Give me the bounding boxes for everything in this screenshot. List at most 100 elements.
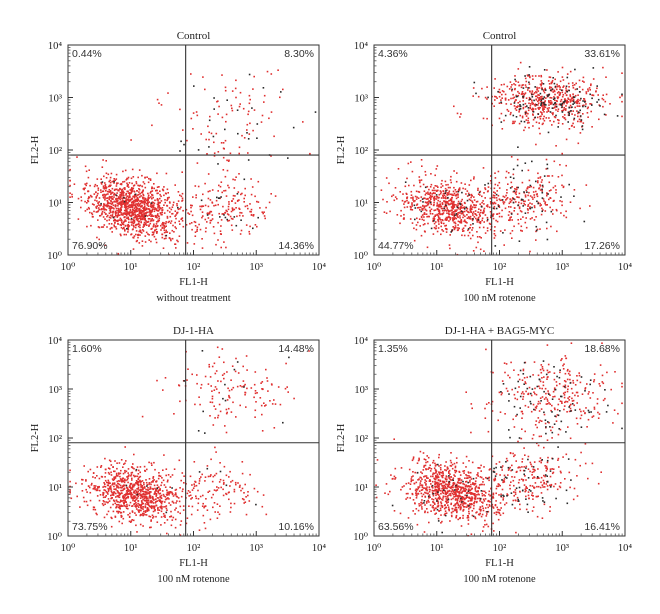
event-point — [194, 481, 197, 483]
event-point — [287, 157, 289, 159]
event-point — [504, 97, 507, 100]
event-point — [439, 206, 441, 208]
event-point — [560, 196, 562, 198]
event-point — [476, 236, 479, 238]
event-point — [115, 212, 117, 214]
event-point — [120, 192, 123, 195]
event-point — [245, 406, 247, 408]
event-point — [564, 92, 567, 94]
event-point — [162, 493, 165, 496]
event-point — [544, 100, 546, 102]
event-point — [102, 486, 104, 488]
event-point — [223, 241, 225, 243]
event-point — [254, 195, 256, 198]
event-point — [130, 520, 133, 522]
event-point — [517, 102, 519, 104]
event-point — [132, 211, 134, 214]
event-point — [440, 475, 443, 477]
event-point — [123, 494, 126, 496]
event-point — [541, 123, 544, 126]
event-point — [218, 481, 221, 483]
event-point — [539, 184, 541, 186]
event-point — [500, 99, 502, 101]
event-point — [118, 496, 121, 499]
event-point — [162, 247, 165, 249]
event-point — [140, 202, 142, 205]
event-point — [493, 530, 495, 532]
event-point — [111, 227, 113, 229]
event-point — [222, 205, 224, 208]
event-point — [495, 96, 497, 98]
event-point — [248, 500, 251, 502]
event-point — [128, 221, 130, 224]
event-point — [96, 205, 98, 207]
event-point — [457, 220, 460, 223]
event-point — [115, 178, 118, 180]
event-point — [160, 195, 162, 198]
event-point — [216, 517, 219, 519]
event-point — [250, 178, 252, 180]
event-point — [146, 491, 148, 493]
event-point — [125, 207, 127, 210]
event-point — [137, 478, 139, 481]
event-point — [239, 484, 241, 487]
event-point — [441, 207, 444, 210]
event-point — [260, 382, 262, 384]
event-point — [249, 122, 251, 125]
event-point — [439, 203, 441, 205]
event-point — [122, 214, 124, 216]
event-point — [138, 191, 140, 193]
event-point — [257, 216, 259, 219]
event-point — [598, 118, 600, 121]
event-point — [410, 190, 413, 193]
event-point — [513, 102, 516, 104]
event-point — [166, 215, 169, 218]
event-point — [70, 497, 73, 500]
event-point — [103, 193, 105, 196]
event-point — [127, 205, 130, 208]
event-point — [563, 102, 565, 105]
event-point — [245, 496, 247, 498]
event-point — [564, 109, 567, 111]
event-point — [91, 203, 94, 205]
event-point — [165, 493, 168, 496]
event-point — [498, 102, 501, 104]
event-point — [123, 212, 125, 215]
event-point — [541, 207, 543, 210]
event-point — [94, 183, 97, 186]
event-point — [493, 195, 496, 197]
event-point — [541, 105, 543, 107]
event-point — [139, 211, 142, 213]
event-point — [138, 476, 140, 479]
event-point — [198, 482, 200, 485]
event-point — [573, 117, 576, 120]
event-point — [446, 496, 448, 498]
event-point — [406, 199, 408, 202]
event-point — [104, 182, 106, 184]
event-point — [448, 494, 450, 496]
event-point — [515, 106, 518, 108]
event-point — [455, 180, 458, 183]
event-point — [230, 481, 232, 483]
event-point — [469, 224, 472, 226]
event-point — [443, 514, 446, 516]
event-point — [88, 169, 90, 171]
event-point — [438, 212, 440, 215]
event-point — [481, 195, 483, 198]
event-point — [224, 211, 227, 214]
event-point — [462, 483, 464, 485]
event-point — [459, 500, 461, 503]
event-point — [484, 184, 486, 186]
event-point — [179, 512, 181, 515]
event-point — [539, 189, 542, 191]
event-point — [103, 188, 106, 190]
event-point — [503, 201, 506, 203]
event-point — [172, 224, 174, 227]
event-point — [159, 193, 161, 196]
event-point — [152, 476, 155, 478]
event-point — [448, 220, 450, 222]
event-point — [242, 380, 245, 382]
event-point — [541, 95, 543, 98]
event-point — [134, 209, 137, 211]
event-point — [537, 180, 539, 182]
